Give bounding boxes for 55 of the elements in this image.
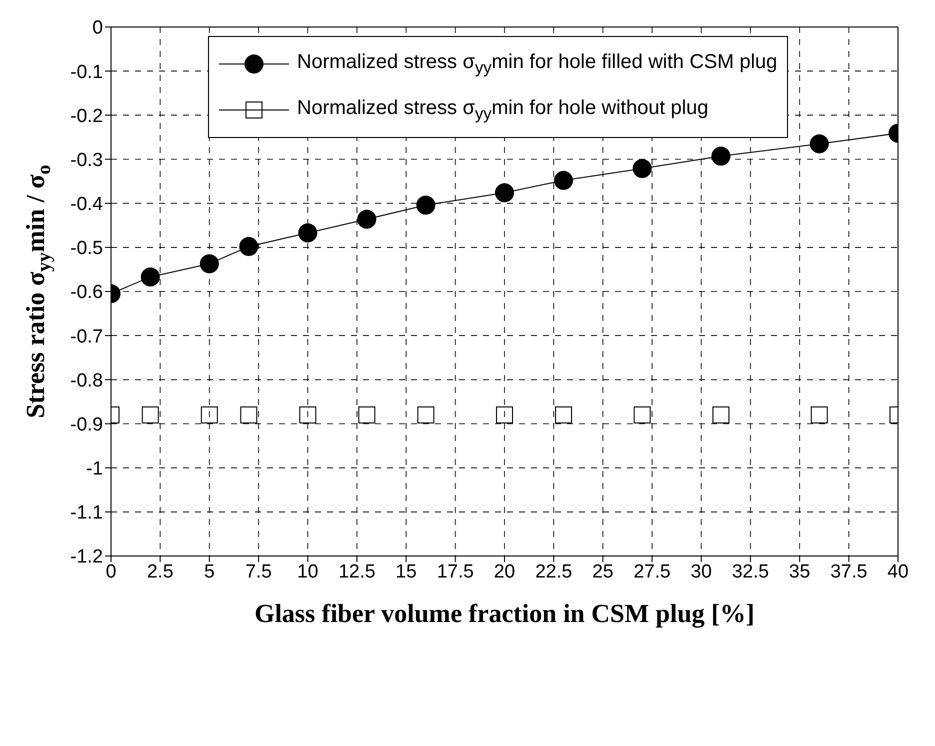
x-tick-label: 10 [297,561,318,582]
point [416,196,436,215]
x-tick-label: 15 [396,561,417,582]
y-tick-label: -0.9 [70,414,103,436]
legend-label: Normalized stress σ$_{yy}$min for hole without plug [297,96,708,124]
x-tick-label: 17.5 [436,561,474,582]
point [142,406,159,424]
point [200,254,219,274]
y-tick-label: -0.4 [70,194,104,216]
point [711,146,730,166]
point [299,406,316,424]
point [496,406,513,424]
point [200,406,218,424]
y-tick-label: -0.1 [70,62,103,83]
x-axis-title: Glass fiber volume fraction in CSM plug [%] [254,599,755,628]
x-tick-label: 32.5 [732,561,769,582]
point [810,134,829,154]
y-tick-label: 0 [92,18,103,39]
y-tick-label: -0.8 [70,370,103,392]
x-tick-label: 2.5 [146,561,174,582]
point [555,406,572,424]
y-tick-label: -0.7 [70,326,103,348]
point [240,406,258,424]
point [239,237,258,256]
x-tick-label: 7.5 [245,561,272,582]
y-tick-label: -1 [86,458,103,480]
x-tick-label: 0 [106,561,116,582]
x-tick-label: 35 [789,561,810,582]
point [495,183,514,202]
x-tick-label: 5 [204,561,215,582]
x-tick-label: 30 [690,561,712,582]
x-tick-label: 25 [592,561,614,582]
x-tick-label: 40 [887,561,909,582]
point [298,223,318,242]
point [634,406,651,424]
y-tick-label: -0.3 [70,150,103,171]
y-tick-label: -1.2 [70,546,103,568]
x-tick-label: 22.5 [535,561,572,582]
point [712,406,730,424]
y-tick-label: -0.6 [70,282,103,304]
point [554,170,574,190]
y-tick-label: -0.2 [70,106,103,127]
x-tick-label: 12.5 [338,561,376,582]
y-tick-label: -1.1 [70,502,103,524]
x-tick-label: 20 [494,561,516,582]
x-tick-label: 27.5 [634,561,671,582]
point [140,267,160,286]
point [810,406,828,424]
point [417,406,434,424]
legend-label: Normalized stress σ$_{yy}$min for hole filled with CSM plug [297,50,778,78]
point [632,159,652,178]
x-tick-label: 37.5 [830,561,868,582]
y-tick-label: -0.5 [70,238,103,260]
point [357,210,376,229]
point [358,406,376,424]
